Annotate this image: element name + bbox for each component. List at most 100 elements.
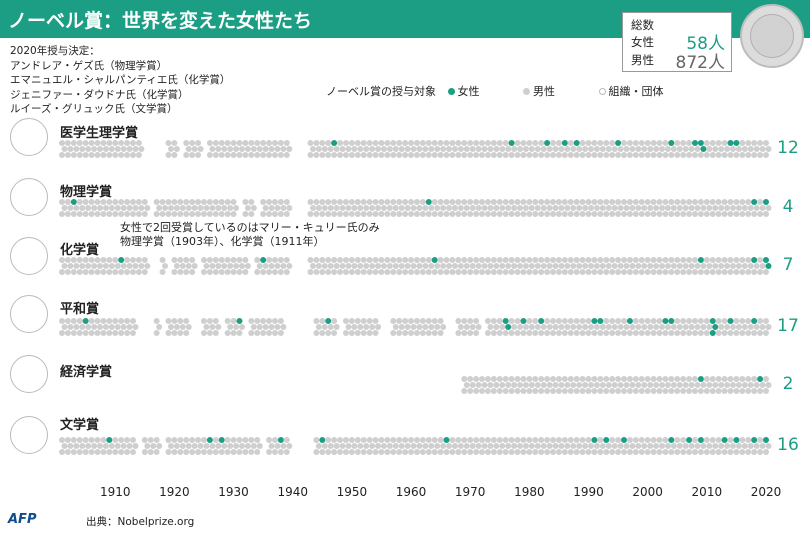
male-laureate-dot [561,257,568,263]
female-laureate-dot [668,437,675,443]
male-laureate-dot [745,318,752,324]
male-laureate-dot [546,443,553,449]
male-laureate-dot [120,205,127,211]
male-laureate-dot [555,152,562,158]
male-laureate-dot [662,449,669,455]
male-laureate-dot [244,443,251,449]
male-laureate-dot [555,211,562,217]
female-count: 4 [782,197,794,217]
male-laureate-dot [664,443,671,449]
male-laureate-dot [191,205,198,211]
male-laureate-dot [277,257,284,263]
male-laureate-dot [88,318,95,324]
male-laureate-dot [692,330,699,336]
male-laureate-dot [561,376,568,382]
male-laureate-dot [656,199,663,205]
male-laureate-dot [461,449,468,455]
male-laureate-dot [632,330,639,336]
male-laureate-dot [558,205,565,211]
male-laureate-dot [197,443,204,449]
male-laureate-dot [733,257,740,263]
male-laureate-dot [739,269,746,275]
female-laureate-dot [721,437,728,443]
male-laureate-dot [552,146,559,152]
male-laureate-dot [514,318,521,324]
x-tick-label: 1980 [514,485,545,499]
male-laureate-dot [218,449,225,455]
male-laureate-dot [360,330,367,336]
male-laureate-dot [605,382,612,388]
male-laureate-dot [753,146,760,152]
male-laureate-dot [733,388,740,394]
male-laureate-dot [321,263,328,269]
male-laureate-dot [419,269,426,275]
male-laureate-dot [73,324,80,330]
male-laureate-dot [215,324,222,330]
x-tick-label: 1920 [159,485,190,499]
male-laureate-dot [215,205,222,211]
male-laureate-dot [156,324,163,330]
male-laureate-dot [644,140,651,146]
male-laureate-dot [183,199,190,205]
male-laureate-dot [570,443,577,449]
male-laureate-dot [112,269,119,275]
male-laureate-dot [76,152,83,158]
male-laureate-dot [366,437,373,443]
male-laureate-dot [372,140,379,146]
annotation-line: 女性で2回受賞しているのはマリー・キュリー氏のみ [120,221,380,234]
male-laureate-dot [386,146,393,152]
male-laureate-dot [165,449,172,455]
female-laureate-dot [538,318,545,324]
male-laureate-dot [733,199,740,205]
male-laureate-dot [759,205,766,211]
male-laureate-dot [360,199,367,205]
female-laureate-dot [603,437,610,443]
male-laureate-dot [517,146,524,152]
male-laureate-dot [579,152,586,158]
male-laureate-dot [745,449,752,455]
male-laureate-dot [567,269,574,275]
laureate-item: ルイーズ・グリュック氏（文学賞） [10,103,178,115]
laureates-heading: 2020年授与決定： [10,45,100,57]
male-laureate-dot [271,140,278,146]
male-laureate-dot [463,263,470,269]
male-laureate-dot [94,437,101,443]
male-laureate-dot [348,211,355,217]
male-laureate-dot [555,199,562,205]
male-laureate-dot [431,211,438,217]
male-laureate-dot [108,263,115,269]
female-laureate-dot [751,437,758,443]
male-laureate-dot [416,263,423,269]
male-laureate-dot [260,199,267,205]
male-laureate-dot [446,205,453,211]
male-laureate-dot [745,330,752,336]
male-laureate-dot [396,330,403,336]
male-laureate-dot [461,199,468,205]
male-laureate-dot [271,269,278,275]
male-laureate-dot [544,257,551,263]
male-laureate-dot [173,443,180,449]
annotation-line: 物理学賞（1903年）、化学賞（1911年） [120,235,325,248]
male-laureate-dot [479,437,486,443]
male-laureate-dot [611,324,618,330]
male-laureate-dot [342,437,349,443]
male-laureate-dot [680,199,687,205]
male-laureate-dot [120,263,127,269]
male-laureate-dot [487,263,494,269]
male-laureate-dot [629,146,636,152]
male-laureate-dot [505,443,512,449]
male-laureate-dot [623,443,630,449]
male-laureate-dot [337,140,344,146]
male-laureate-dot [378,269,385,275]
male-laureate-dot [534,263,541,269]
male-laureate-dot [327,205,334,211]
male-laureate-dot [233,443,240,449]
male-laureate-dot [724,324,731,330]
male-laureate-dot [372,269,379,275]
male-laureate-dot [730,382,737,388]
male-laureate-dot [126,443,133,449]
male-laureate-dot [567,211,574,217]
male-laureate-dot [449,269,456,275]
male-laureate-dot [715,269,722,275]
male-laureate-dot [463,146,470,152]
